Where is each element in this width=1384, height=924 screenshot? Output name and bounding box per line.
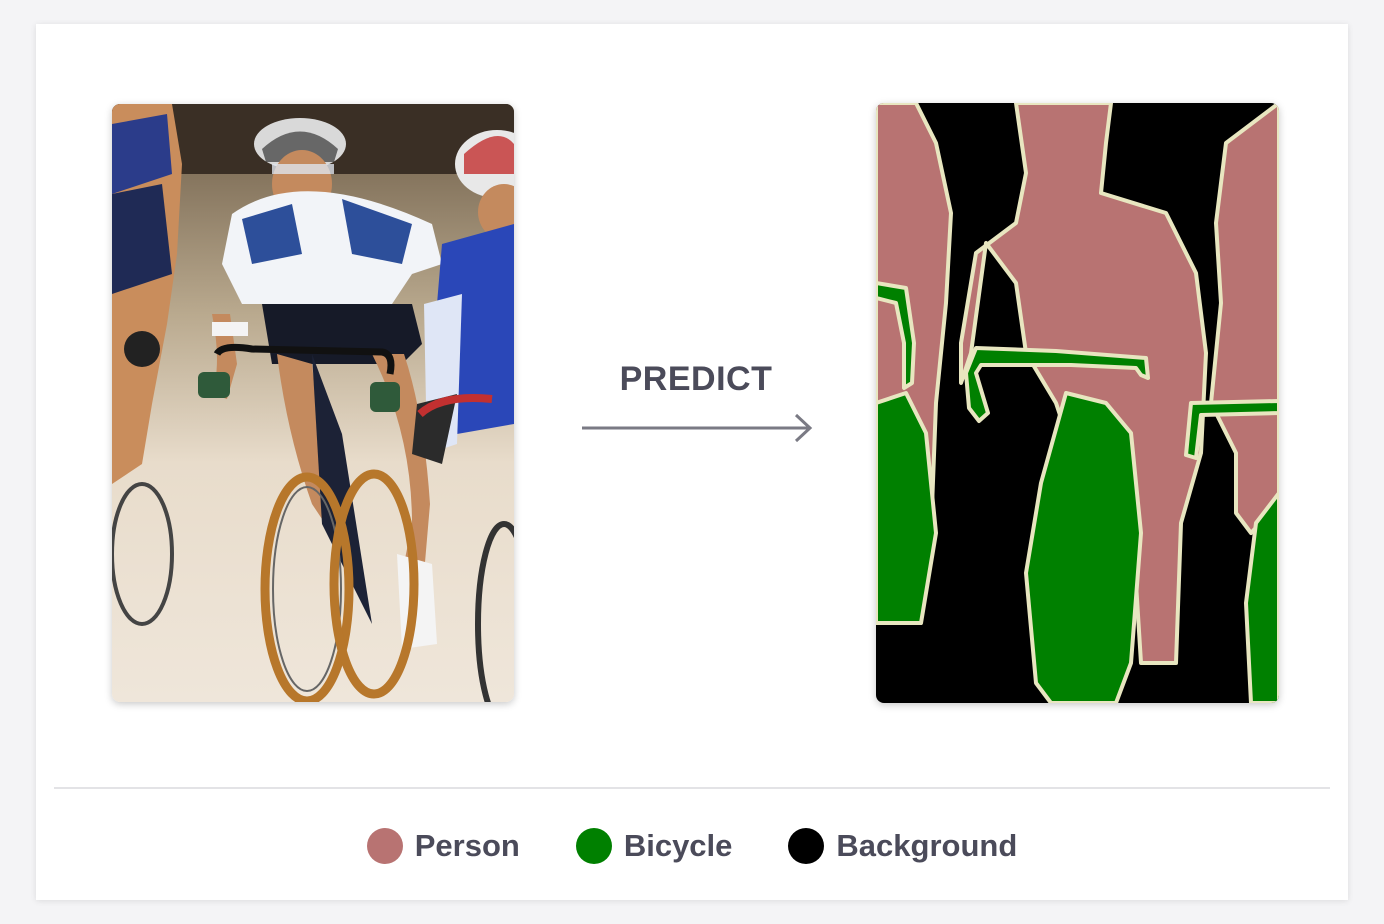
- bicycle-swatch-icon: [575, 828, 612, 864]
- legend-label: Bicycle: [623, 828, 733, 863]
- legend: Person Bicycle Background: [0, 822, 1384, 870]
- segmentation-mask: [876, 103, 1279, 703]
- legend-item-bicycle: Bicycle: [575, 828, 733, 864]
- legend-item-background: Background: [788, 828, 1017, 864]
- legend-item-person: Person: [366, 828, 520, 864]
- background-swatch-icon: [788, 828, 825, 864]
- input-photo: [112, 104, 514, 702]
- divider: [54, 787, 1330, 789]
- person-swatch-icon: [366, 828, 403, 864]
- legend-label: Background: [836, 828, 1018, 863]
- arrow-right-icon: [582, 413, 813, 443]
- legend-label: Person: [414, 828, 520, 863]
- predict-label: PREDICT: [619, 360, 773, 398]
